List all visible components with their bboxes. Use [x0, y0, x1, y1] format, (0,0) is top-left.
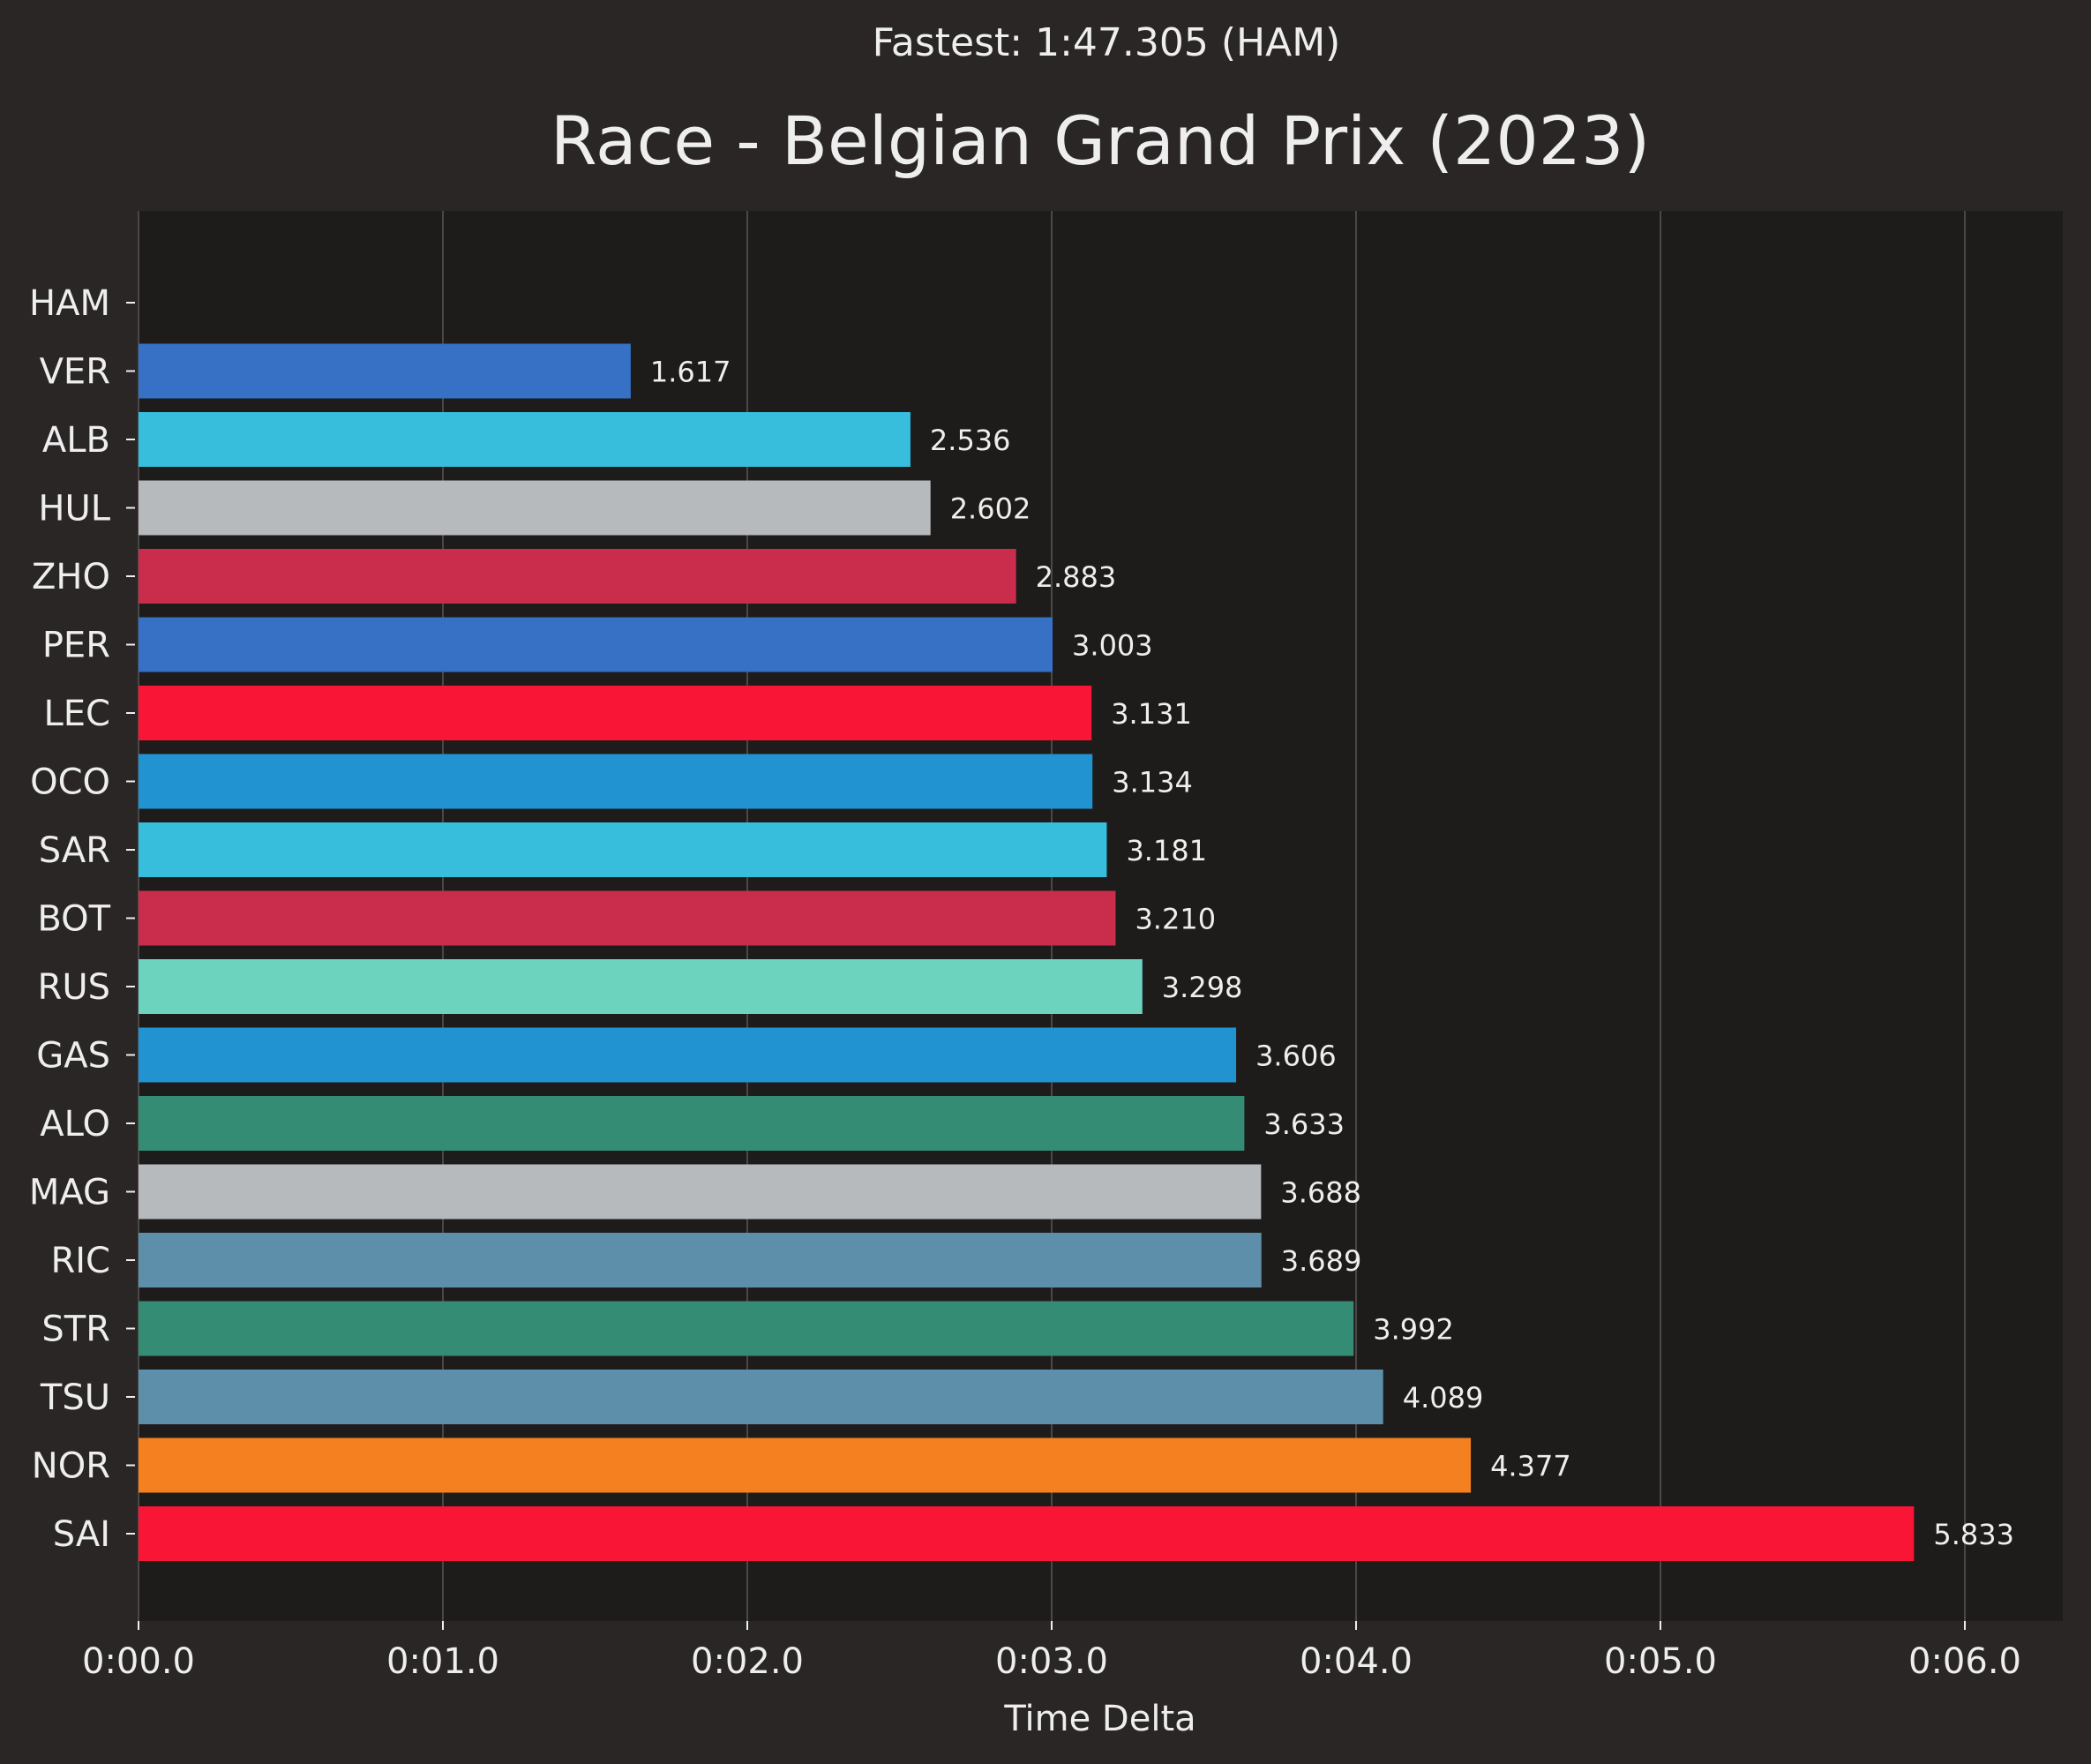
bar-value-label: 2.602	[950, 492, 1031, 526]
x-tick-label: 0:03.0	[995, 1641, 1108, 1682]
y-tick-label: ALB	[42, 420, 110, 461]
x-tick-label: 0:00.0	[82, 1641, 195, 1682]
bar-gas	[139, 1027, 1237, 1083]
bar-lec	[139, 686, 1092, 740]
bar-value-label: 4.089	[1403, 1381, 1484, 1415]
y-tick-label: RIC	[50, 1241, 110, 1281]
y-tick-label: PER	[42, 626, 110, 666]
y-tick-label: ZHO	[32, 557, 110, 597]
y-axis: HAM VER ALB HUL ZHO PER LEC OCO SAR BOT RUS GAS ALO M…	[29, 283, 135, 1555]
y-tick-label: GAS	[36, 1036, 110, 1077]
y-tick-label: TSU	[40, 1377, 110, 1418]
bar-value-label: 3.134	[1112, 766, 1193, 799]
y-tick-label: OCO	[30, 762, 110, 803]
bar-value-label: 3.298	[1162, 971, 1243, 1004]
y-tick-label: RUS	[38, 967, 110, 1008]
chart-subtitle: Fastest: 1:47.305 (HAM)	[873, 20, 1341, 65]
bar-value-label: 4.377	[1490, 1450, 1571, 1483]
y-tick-label: ALO	[40, 1104, 110, 1145]
y-tick-label: HUL	[38, 489, 110, 529]
y-tick-label: LEC	[44, 694, 111, 734]
bar-value-label: 3.689	[1281, 1244, 1362, 1278]
bar-value-label: 3.992	[1373, 1313, 1454, 1347]
x-axis-label: Time Delta	[1003, 1699, 1195, 1739]
y-tick-label: STR	[41, 1310, 110, 1350]
bar-sai	[139, 1506, 1915, 1561]
bar-ric	[139, 1233, 1262, 1287]
bar-value-label: 3.181	[1126, 834, 1207, 867]
x-tick-label: 0:04.0	[1300, 1641, 1413, 1682]
bar-per	[139, 617, 1053, 672]
bar-tsu	[139, 1370, 1383, 1424]
bar-rus	[139, 959, 1143, 1014]
bars	[139, 343, 1915, 1561]
x-tick-label: 0:02.0	[691, 1641, 804, 1682]
x-tick-label: 0:01.0	[386, 1641, 499, 1682]
y-tick-label: SAI	[53, 1514, 110, 1555]
y-tick-label: NOR	[32, 1446, 110, 1487]
bar-value-label: 3.688	[1280, 1176, 1361, 1210]
bar-bot	[139, 890, 1116, 946]
bar-value-label: 2.883	[1036, 560, 1117, 594]
y-tick-label: BOT	[37, 899, 110, 940]
bar-value-label: 3.633	[1263, 1107, 1345, 1141]
x-axis: 0:00.0 0:01.0 0:02.0 0:03.0 0:04.0 0:05.0 0:06…	[82, 1621, 2021, 1682]
y-tick-label: VER	[40, 352, 110, 393]
bar-hul	[139, 480, 931, 536]
bar-nor	[139, 1437, 1472, 1493]
y-tick-label: SAR	[39, 830, 110, 871]
bar-value-label: 1.617	[650, 356, 731, 389]
bar-str	[139, 1301, 1354, 1356]
y-tick-label: HAM	[29, 283, 110, 324]
bar-value-label: 3.131	[1111, 697, 1192, 731]
x-tick-label: 0:06.0	[1908, 1641, 2021, 1682]
bar-alb	[139, 412, 911, 467]
bar-value-label: 3.606	[1255, 1040, 1337, 1073]
bar-mag	[139, 1164, 1262, 1220]
bar-oco	[139, 754, 1093, 809]
bar-value-label: 3.210	[1135, 903, 1216, 936]
y-tick-label: MAG	[29, 1173, 110, 1213]
bar-ver	[139, 343, 631, 399]
bar-value-label: 2.536	[930, 424, 1011, 457]
bar-value-label: 3.003	[1072, 629, 1153, 663]
bar-value-label: 5.833	[1933, 1518, 2014, 1551]
bar-alo	[139, 1096, 1245, 1151]
bar-zho	[139, 549, 1016, 604]
x-tick-label: 0:05.0	[1604, 1641, 1717, 1682]
chart-title: Race - Belgian Grand Prix (2023)	[551, 101, 1650, 180]
bar-sar	[139, 822, 1107, 877]
